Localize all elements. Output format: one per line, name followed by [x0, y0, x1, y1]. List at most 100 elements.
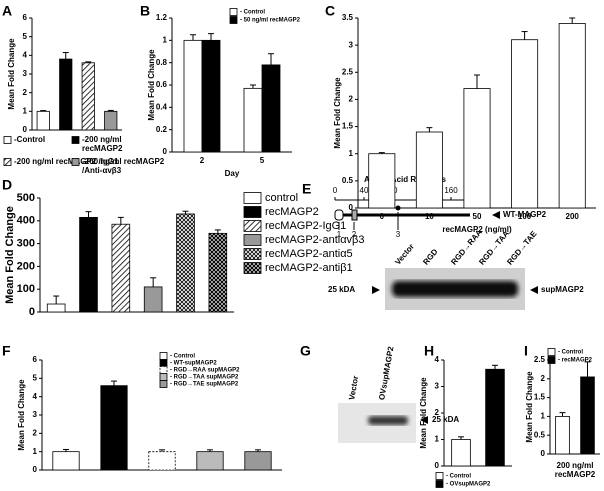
y-tick-label: 2: [33, 428, 38, 437]
legend-label: -200 ng/ml: [82, 135, 122, 144]
y-tick-label: 3.5: [342, 13, 354, 22]
panel-letter: D: [2, 177, 12, 193]
x-tick-label: 10: [425, 212, 434, 221]
lane-label: RGD: [421, 247, 439, 267]
panel-letter: B: [140, 3, 150, 19]
legend-label: - RGD→TAA supMAGP2: [170, 375, 239, 381]
y-tick-label: 400: [17, 215, 35, 227]
legend-swatch: [71, 136, 80, 144]
legend-swatch: [243, 192, 262, 204]
y-tick-label: 2: [435, 408, 440, 417]
y-tick-label: 2.5: [534, 355, 546, 364]
y-axis-label: Mean Fold Change: [525, 371, 534, 443]
panel-letter: G: [300, 343, 311, 359]
legend-label: - recMAGP2: [558, 358, 593, 364]
y-tick-label: 4: [435, 355, 440, 364]
y-tick-label: 100: [17, 283, 35, 295]
y-tick-label: 3: [33, 410, 38, 419]
marker-label: 25 kDA: [432, 415, 459, 424]
legend-label: - RGD→RAA supMAGP2: [170, 368, 240, 374]
lane-label: Vector: [393, 242, 416, 267]
legend-label: - Control: [170, 354, 195, 360]
bar: [36, 110, 50, 131]
y-tick-label: 0: [541, 449, 546, 458]
marker-label: 25 kDA: [328, 285, 355, 294]
legend-swatch: [547, 356, 556, 364]
y-tick-label: 1: [435, 435, 440, 444]
construct-label: WT-MAGP2: [503, 210, 547, 219]
blot-band: [368, 416, 408, 425]
y-tick-label: 0: [435, 461, 440, 470]
arrowhead: [420, 416, 428, 424]
y-axis-label: Mean Fold Change: [4, 206, 16, 304]
bar: [261, 64, 281, 153]
y-tick-label: 0.2: [156, 125, 168, 134]
legend-label: - Control: [558, 350, 583, 356]
legend-label: - 50 ng/ml recMAGP2: [240, 18, 301, 24]
legend-swatch: [243, 206, 262, 218]
legend-label: - WT-supMAGP2: [170, 361, 217, 367]
site-label: 2: [352, 230, 357, 239]
legend-swatch: [3, 136, 12, 144]
axis-title: Amino Acid Residues: [364, 175, 446, 184]
x-tick-label: 2: [200, 156, 205, 165]
y-axis-label: Mean Fold Change: [147, 49, 156, 121]
x-axis-label: recMAGP2 (ng/ml): [442, 225, 512, 234]
bar: [368, 153, 396, 209]
axis-tick-label: 0: [333, 186, 338, 195]
bar: [558, 23, 586, 209]
bar: [52, 451, 80, 471]
bar: [143, 286, 163, 313]
legend-label: recMAGP2-antiβ1: [265, 262, 353, 274]
y-tick-label: 1: [33, 447, 38, 456]
legend-label: recMAGP2: [265, 206, 319, 218]
y-tick-label: 3: [349, 40, 354, 49]
legend-swatch: [159, 359, 168, 367]
y-tick-label: 4: [23, 50, 28, 59]
y-tick-label: 2.5: [342, 67, 354, 76]
legend-swatch: [243, 234, 262, 246]
site-label: 3: [396, 230, 401, 239]
y-tick-label: 200: [17, 260, 35, 272]
legend-swatch: [159, 366, 168, 374]
x-axis-label: 200 ng/ml: [557, 461, 594, 470]
bar: [148, 451, 176, 471]
legend-swatch: [547, 348, 556, 356]
y-tick-label: 5: [33, 373, 38, 382]
y-axis-label: Mean Fold Change: [419, 377, 428, 449]
lane-label: Vector: [347, 375, 360, 401]
panel-letter: E: [302, 181, 311, 197]
panel-letter: H: [424, 343, 434, 359]
legend-swatch: [159, 352, 168, 360]
legend-swatch: [3, 158, 12, 166]
bar: [415, 131, 443, 209]
bar: [208, 232, 228, 313]
legend-label: recMAGP2-antiα5: [265, 248, 353, 260]
legend-swatch: [243, 220, 262, 232]
y-tick-label: 1.2: [156, 13, 168, 22]
bar: [243, 87, 263, 153]
bar: [451, 439, 471, 467]
legend-label: recMAGP2-IgG1: [265, 220, 346, 232]
bar: [196, 451, 224, 471]
legend-swatch: [435, 480, 444, 488]
bar: [244, 451, 272, 471]
y-tick-label: 1: [163, 35, 168, 44]
legend-label: - RGD→TAE supMAGP2: [170, 382, 239, 388]
legend-swatch: [229, 8, 238, 16]
x-axis-label: recMAGP2: [555, 470, 596, 479]
blot-band: [392, 281, 518, 297]
axis-tick-label: 40: [360, 186, 369, 195]
panel-letter: A: [2, 3, 12, 19]
x-axis-label: Day: [225, 169, 240, 178]
arrowhead: [372, 286, 380, 294]
signal-peptide: [334, 209, 344, 221]
x-tick-label: 200: [566, 212, 580, 221]
bar: [111, 223, 131, 313]
y-tick-label: 3: [23, 69, 28, 78]
band-label: supMAGP2: [541, 285, 584, 294]
bar: [81, 62, 95, 131]
arrowhead: [492, 211, 500, 219]
bar: [59, 58, 73, 131]
